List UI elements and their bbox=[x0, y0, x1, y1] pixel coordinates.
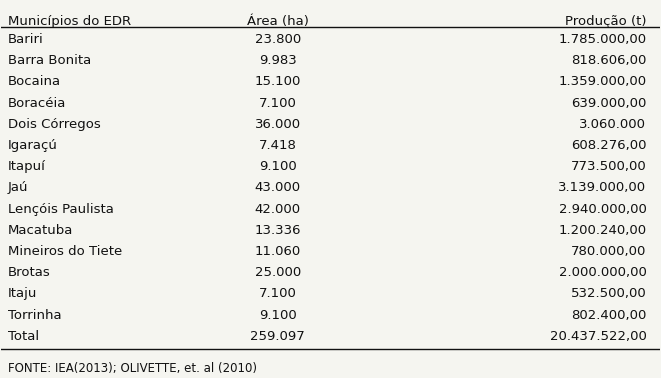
Text: 773.500,00: 773.500,00 bbox=[570, 160, 646, 173]
Text: Itaju: Itaju bbox=[8, 287, 37, 301]
Text: 11.060: 11.060 bbox=[254, 245, 301, 258]
Text: 259.097: 259.097 bbox=[251, 330, 305, 343]
Text: 818.606,00: 818.606,00 bbox=[571, 54, 646, 67]
Text: 608.276,00: 608.276,00 bbox=[571, 139, 646, 152]
Text: 780.000,00: 780.000,00 bbox=[571, 245, 646, 258]
Text: Boracéia: Boracéia bbox=[8, 97, 66, 110]
Text: Bocaina: Bocaina bbox=[8, 76, 61, 88]
Text: 802.400,00: 802.400,00 bbox=[571, 308, 646, 322]
Text: 7.418: 7.418 bbox=[259, 139, 297, 152]
Text: 7.100: 7.100 bbox=[259, 97, 297, 110]
Text: 532.500,00: 532.500,00 bbox=[570, 287, 646, 301]
Text: 36.000: 36.000 bbox=[254, 118, 301, 131]
Text: 42.000: 42.000 bbox=[254, 203, 301, 215]
Text: Produção (t): Produção (t) bbox=[565, 15, 646, 28]
Text: 20.437.522,00: 20.437.522,00 bbox=[549, 330, 646, 343]
Text: 23.800: 23.800 bbox=[254, 33, 301, 46]
Text: Itapuí: Itapuí bbox=[8, 160, 46, 173]
Text: 3.139.000,00: 3.139.000,00 bbox=[559, 181, 646, 194]
Text: Total: Total bbox=[8, 330, 39, 343]
Text: 2.000.000,00: 2.000.000,00 bbox=[559, 266, 646, 279]
Text: Municípios do EDR: Municípios do EDR bbox=[8, 15, 131, 28]
Text: Bariri: Bariri bbox=[8, 33, 44, 46]
Text: Torrinha: Torrinha bbox=[8, 308, 61, 322]
Text: Barra Bonita: Barra Bonita bbox=[8, 54, 91, 67]
Text: 1.359.000,00: 1.359.000,00 bbox=[559, 76, 646, 88]
Text: 7.100: 7.100 bbox=[259, 287, 297, 301]
Text: Igaraçú: Igaraçú bbox=[8, 139, 58, 152]
Text: Mineiros do Tiete: Mineiros do Tiete bbox=[8, 245, 122, 258]
Text: Macatuba: Macatuba bbox=[8, 224, 73, 237]
Text: 13.336: 13.336 bbox=[254, 224, 301, 237]
Text: 2.940.000,00: 2.940.000,00 bbox=[559, 203, 646, 215]
Text: Brotas: Brotas bbox=[8, 266, 51, 279]
Text: 3.060.000: 3.060.000 bbox=[580, 118, 646, 131]
Text: Jaú: Jaú bbox=[8, 181, 28, 194]
Text: 9.100: 9.100 bbox=[259, 160, 297, 173]
Text: FONTE: IEA(2013); OLIVETTE, et. al (2010): FONTE: IEA(2013); OLIVETTE, et. al (2010… bbox=[8, 362, 257, 375]
Text: 9.100: 9.100 bbox=[259, 308, 297, 322]
Text: Lençóis Paulista: Lençóis Paulista bbox=[8, 203, 114, 215]
Text: 1.785.000,00: 1.785.000,00 bbox=[559, 33, 646, 46]
Text: 1.200.240,00: 1.200.240,00 bbox=[559, 224, 646, 237]
Text: Dois Córregos: Dois Córregos bbox=[8, 118, 100, 131]
Text: Área (ha): Área (ha) bbox=[247, 15, 309, 28]
Text: 25.000: 25.000 bbox=[254, 266, 301, 279]
Text: 43.000: 43.000 bbox=[254, 181, 301, 194]
Text: 639.000,00: 639.000,00 bbox=[571, 97, 646, 110]
Text: 9.983: 9.983 bbox=[259, 54, 297, 67]
Text: 15.100: 15.100 bbox=[254, 76, 301, 88]
